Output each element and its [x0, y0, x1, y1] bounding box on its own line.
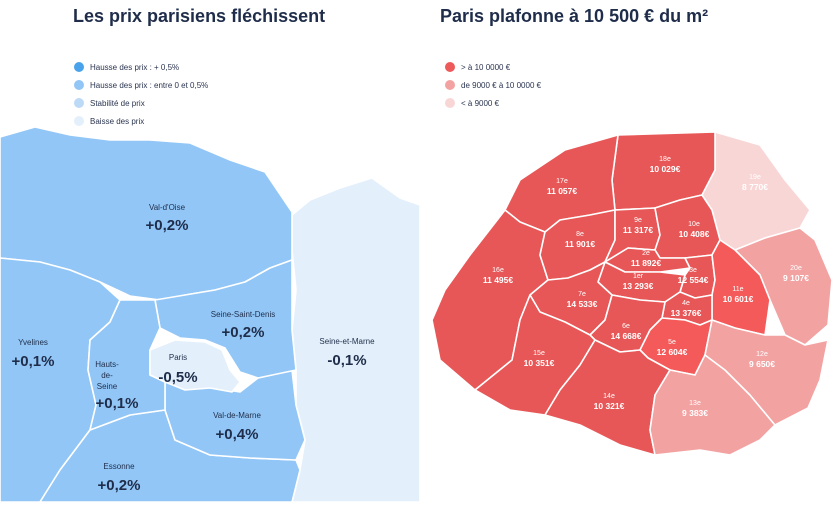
legend-item: < à 9000 €	[445, 94, 541, 112]
left-legend: Hausse des prix : + 0,5% Hausse des prix…	[74, 58, 208, 130]
legend-swatch	[74, 98, 84, 108]
label-hauts-de-seine-1: Hauts-	[95, 360, 119, 369]
arr-6-num: 6e	[622, 323, 630, 330]
arr-7-price: 14 533€	[567, 299, 598, 309]
legend-item: > à 10 0000 €	[445, 58, 541, 76]
arr-1-price: 13 293€	[623, 281, 654, 291]
label-essonne: Essonne	[103, 462, 135, 471]
label-paris: Paris	[169, 353, 187, 362]
arr-10-num: 10e	[688, 221, 700, 228]
arr-11-num: 11e	[732, 286, 743, 293]
legend-label: Hausse des prix : + 0,5%	[90, 62, 180, 72]
legend-swatch	[445, 62, 455, 72]
arr-12	[704, 319, 829, 426]
arr-16-num: 16e	[492, 267, 504, 274]
legend-swatch	[445, 80, 455, 90]
label-val-doise: Val-d'Oise	[149, 203, 186, 212]
legend-label: Stabilité de prix	[90, 98, 145, 108]
arr-1-num: 1er	[633, 273, 644, 280]
arr-14-price: 10 321€	[594, 401, 625, 411]
label-hauts-de-seine-2: de-	[101, 371, 113, 380]
legend-swatch	[74, 80, 84, 90]
arr-13-num: 13e	[689, 400, 701, 407]
arr-20-price: 9 107€	[783, 273, 809, 283]
label-seine-et-marne: Seine-et-Marne	[319, 337, 375, 346]
arr-18-price: 10 029€	[650, 164, 681, 174]
arr-7-num: 7e	[578, 291, 586, 298]
legend-swatch	[445, 98, 455, 108]
arr-12-num: 12e	[756, 351, 768, 358]
right-map-title: Paris plafonne à 10 500 € du m²	[440, 6, 709, 26]
value-essonne: +0,2%	[98, 477, 141, 494]
arr-8-num: 8e	[576, 231, 584, 238]
label-seine-saint-denis: Seine-Saint-Denis	[211, 310, 275, 319]
arr-14-num: 14e	[603, 393, 615, 400]
arr-2-num: 2e	[642, 250, 650, 257]
arr-10-price: 10 408€	[679, 229, 710, 239]
legend-label: < à 9000 €	[461, 98, 500, 108]
arr-12-price: 9 650€	[749, 359, 775, 369]
arr-16-price: 11 495€	[483, 275, 514, 285]
region-val-de-marne	[164, 369, 306, 461]
arr-19-price: 8 770€	[742, 182, 768, 192]
legend-item: Hausse des prix : entre 0 et 0,5%	[74, 76, 208, 94]
arr-11-price: 10 601€	[723, 294, 754, 304]
label-val-de-marne: Val-de-Marne	[213, 411, 261, 420]
region-seine-saint-denis	[154, 259, 297, 379]
arr-5-price: 12 604€	[657, 347, 688, 357]
arr-5-num: 5e	[668, 339, 676, 346]
region-hauts-de-seine	[87, 299, 166, 431]
value-paris: -0,5%	[158, 369, 197, 386]
legend-swatch	[74, 62, 84, 72]
left-map-title: Les prix parisiens fléchissent	[73, 6, 326, 26]
legend-item: Hausse des prix : + 0,5%	[74, 58, 208, 76]
arr-4-num: 4e	[682, 300, 690, 307]
arr-17-num: 17e	[556, 178, 568, 185]
legend-label: > à 10 0000 €	[461, 62, 511, 72]
legend-item: Baisse des prix	[74, 112, 208, 130]
arr-17-price: 11 057€	[547, 186, 578, 196]
value-seine-saint-denis: +0,2%	[222, 324, 265, 341]
label-yvelines: Yvelines	[18, 338, 48, 347]
arr-9-price: 11 317€	[623, 225, 654, 235]
arr-18-num: 18e	[659, 156, 671, 163]
arr-4-price: 13 376€	[671, 308, 702, 318]
legend-label: Baisse des prix	[90, 116, 145, 126]
legend-label: Hausse des prix : entre 0 et 0,5%	[90, 80, 209, 90]
legend-swatch	[74, 116, 84, 126]
arr-15-price: 10 351€	[524, 358, 555, 368]
idf-map	[0, 126, 421, 503]
arr-13-price: 9 383€	[682, 408, 708, 418]
value-hauts-de-seine: +0,1%	[96, 395, 139, 412]
arr-20-num: 20e	[790, 265, 802, 272]
label-hauts-de-seine-3: Seine	[97, 382, 118, 391]
paris-map	[431, 131, 833, 456]
value-val-de-marne: +0,4%	[216, 426, 259, 443]
arr-3-num: 3e	[689, 267, 697, 274]
legend-item: de 9000 € à 10 0000 €	[445, 76, 541, 94]
right-legend: > à 10 0000 € de 9000 € à 10 0000 € < à …	[445, 58, 541, 112]
arr-3-price: 12 554€	[678, 275, 709, 285]
region-paris	[149, 339, 241, 393]
legend-item: Stabilité de prix	[74, 94, 208, 112]
arr-9-num: 9e	[634, 217, 642, 224]
value-yvelines: +0,1%	[12, 353, 55, 370]
legend-label: de 9000 € à 10 0000 €	[461, 80, 542, 90]
arr-6-price: 14 668€	[611, 331, 642, 341]
arr-8-price: 11 901€	[565, 239, 596, 249]
arr-labels: 18e 10 029€ 17e 11 057€ 19e 8 770€ 9e 11…	[483, 156, 809, 418]
arr-19-num: 19e	[749, 174, 761, 181]
value-val-doise: +0,2%	[146, 217, 189, 234]
arr-15-num: 15e	[533, 350, 545, 357]
value-seine-et-marne: -0,1%	[327, 352, 366, 369]
arr-2-price: 11 892€	[631, 258, 662, 268]
